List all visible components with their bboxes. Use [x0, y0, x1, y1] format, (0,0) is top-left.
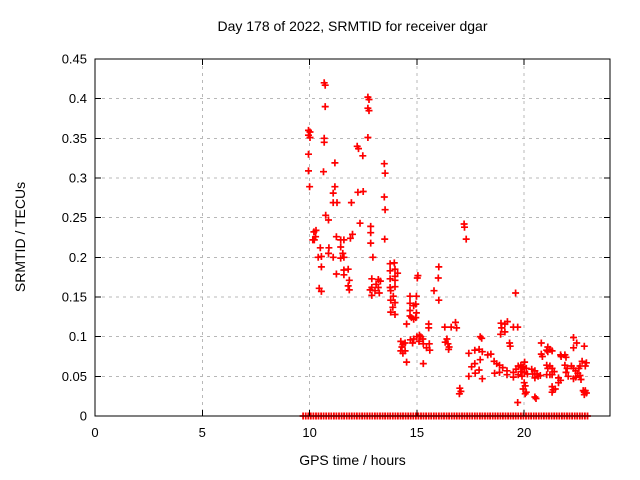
plot-border: [94, 58, 611, 417]
chart-title: Day 178 of 2022, SRMTID for receiver dga…: [217, 18, 488, 34]
y-tick-label: 0.35: [62, 131, 87, 146]
y-axis-label: SRMTID / TECUs: [12, 181, 28, 293]
y-tick-label: 0.3: [69, 171, 87, 186]
y-tick-label: 0.25: [62, 210, 87, 225]
x-tick-label: 20: [517, 425, 531, 440]
scatter-points: [305, 79, 590, 406]
x-axis-label: GPS time / hours: [299, 452, 406, 468]
x-tick-label: 5: [199, 425, 206, 440]
y-tick-label: 0.1: [69, 329, 87, 344]
y-tick-label: 0.45: [62, 52, 87, 67]
y-tick-label: 0.05: [62, 369, 87, 384]
x-tick-label: 0: [91, 425, 98, 440]
y-tick-label: 0: [80, 409, 87, 424]
y-tick-label: 0.15: [62, 290, 87, 305]
x-tick-label: 10: [302, 425, 316, 440]
y-tick-label: 0.2: [69, 250, 87, 265]
y-tick-label: 0.4: [69, 91, 87, 106]
x-tick-label: 15: [410, 425, 424, 440]
